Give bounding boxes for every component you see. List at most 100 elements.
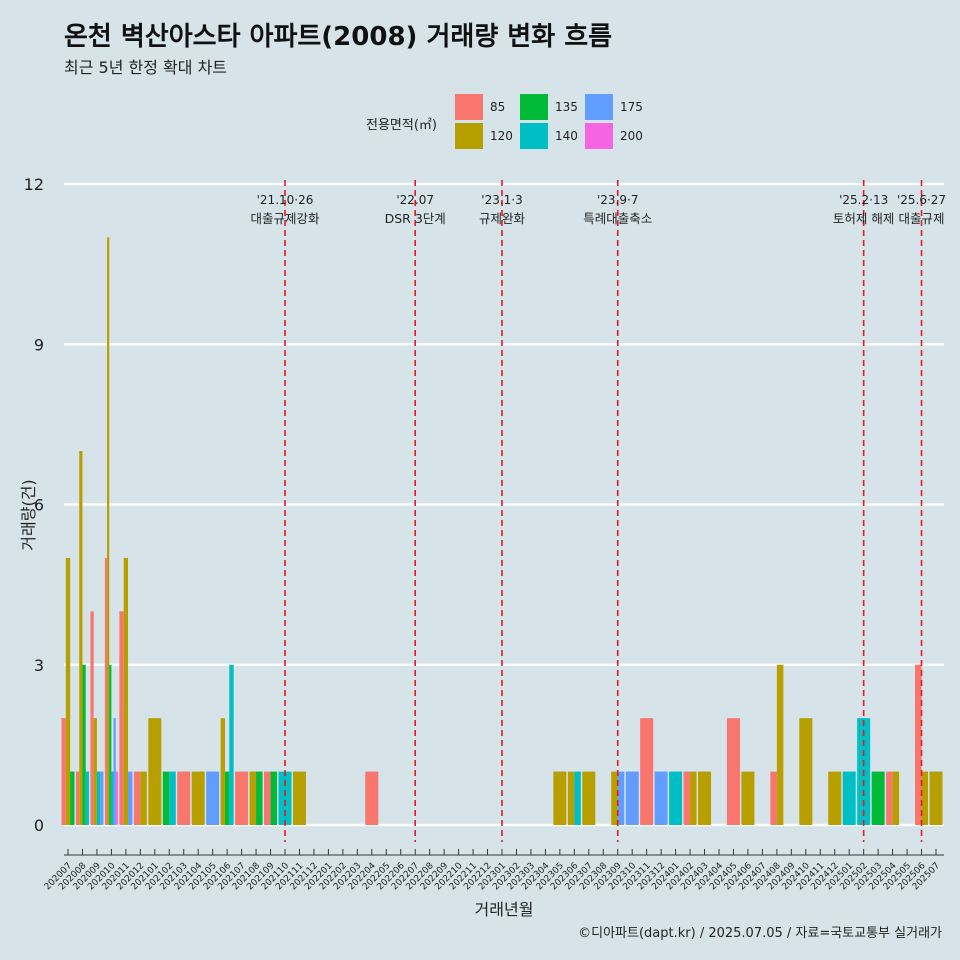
bar-202010-85 [104,557,108,825]
bar-202103-85 [177,771,191,825]
x-axis-title: 거래년월 [475,900,534,919]
annotation-date: '23.9·7 [597,193,638,207]
bar-202412-120 [828,771,842,825]
bar-202011-120 [123,557,129,825]
annotation-date: '21.10·26 [257,193,314,207]
bar-202310-175 [625,771,639,825]
bar-202011-85 [119,611,124,825]
legend-swatch [520,94,548,120]
bar-202010-200 [115,771,118,825]
y-tick-label: 0 [34,816,44,835]
bar-202104-120 [191,771,205,825]
bar-202102-140 [169,771,176,825]
bar-202010-135 [109,664,112,825]
bar-202402-85 [683,771,691,825]
bar-202008-85 [75,771,80,825]
y-axis-title: 거래량(건) [19,479,38,550]
y-tick-label: 12 [24,175,44,194]
bar-202012-120 [140,771,147,825]
bar-202009-85 [90,611,94,825]
bar-202009-120 [93,718,97,825]
legend-swatch [455,123,483,149]
legend-swatch [585,94,613,120]
bar-202009-140 [96,771,101,825]
annotation-date: '23.1·3 [481,193,522,207]
bar-202007-135 [70,771,75,825]
bar-202108-135 [256,771,263,825]
bar-202507-120 [929,771,943,825]
legend-label: 135 [555,100,578,114]
bar-202106-135 [224,771,230,825]
bar-202506-120 [921,771,929,825]
bar-202503-135 [871,771,885,825]
legend-label: 140 [555,129,578,143]
legend: 전용면적(㎡) 85 120 135 140 175 200 [0,0,960,160]
bar-202109-135 [270,771,278,825]
bar-202010-140 [111,771,114,825]
legend-item-175: 175 [585,94,643,120]
bar-202111-120 [292,771,306,825]
bar-202007-120 [65,557,71,825]
annotation-label: 대출규제강화 [250,211,320,226]
bar-202403-120 [698,771,712,825]
bar-202010-175 [113,718,116,825]
bar-202504-120 [892,771,900,825]
legend-item-140: 140 [520,123,578,149]
y-tick-label: 6 [34,496,44,515]
bar-202008-140 [85,771,89,825]
bar-202011-175 [128,771,133,825]
annotation-label: 규제완화 [479,211,526,226]
bar-202401-140 [669,771,683,825]
legend-swatch [455,94,483,120]
legend-item-200: 200 [585,123,643,149]
y-tick-label: 9 [34,335,44,354]
legend-label: 120 [490,129,513,143]
legend-swatch [585,123,613,149]
bar-202501-140 [842,771,856,825]
legend-item-135: 135 [520,94,578,120]
bar-202309-175 [617,771,625,825]
bar-202012-85 [133,771,141,825]
legend-label: 85 [490,100,506,114]
bar-202106-140 [229,664,234,825]
bar-202309-120 [611,771,618,825]
bar-202008-120 [79,451,83,825]
bar-202402-120 [690,771,697,825]
bar-202105-175 [206,771,220,825]
annotation-label: 대출규제 [899,211,945,226]
bar-202102-135 [162,771,170,825]
bar-202008-135 [82,664,86,825]
bar-202305-120 [553,771,567,825]
bar-202312-175 [654,771,668,825]
y-tick-label: 3 [34,656,44,675]
bar-202311-85 [640,718,654,825]
annotation-date: '25.6·27 [897,193,946,207]
legend-label: 200 [620,129,643,143]
bar-202408-85 [770,771,777,825]
legend-title: 전용면적(㎡) [366,118,437,133]
annotation-date: '22.07 [396,193,434,207]
bar-202110-140 [278,771,292,825]
legend-item-120: 120 [455,123,513,149]
page-subtitle: 최근 5년 한정 확대 차트 [64,58,228,77]
bar-202106-120 [220,718,225,825]
legend-label: 175 [620,100,643,114]
bar-202007-85 [61,718,66,825]
annotation-date: '25.2·13 [839,193,888,207]
bar-202410-120 [799,718,813,825]
bar-202109-85 [264,771,271,825]
bar-202405-85 [726,718,740,825]
bar-202306-120 [567,771,575,825]
bar-202108-120 [249,771,257,825]
bar-202504-85 [886,771,893,825]
bar-202010-120 [107,237,110,825]
bar-202107-85 [235,771,249,825]
bar-202009-175 [100,771,104,825]
bar-202307-120 [582,771,596,825]
annotation-label: DSR 3단계 [385,211,446,226]
legend-swatch [520,123,548,149]
bar-202408-120 [776,664,784,825]
bar-202101-120 [148,718,162,825]
footer-caption: ©디아파트(dapt.kr) / 2025.07.05 / 자료=국토교통부 실… [578,926,942,941]
